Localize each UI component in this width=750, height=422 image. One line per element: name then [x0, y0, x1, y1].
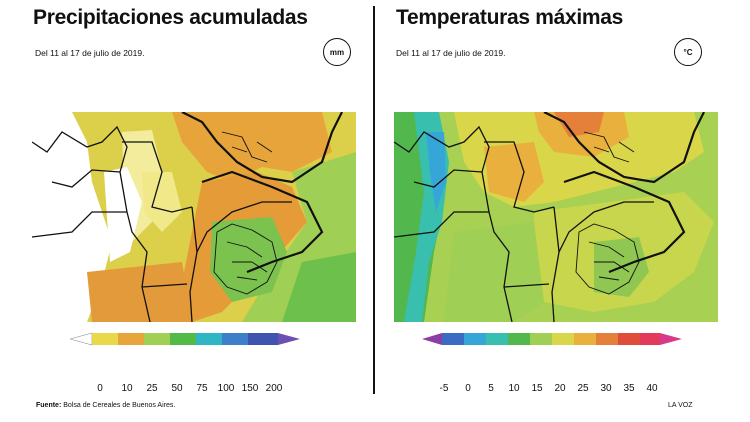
temperature-tick: 15 [531, 383, 543, 394]
temperature-tick: 35 [623, 383, 635, 394]
temperature-tick: 5 [488, 383, 494, 394]
temperature-date-range: Del 11 al 17 de julio de 2019. [396, 48, 506, 58]
precipitation-tick: 150 [241, 383, 259, 394]
temperature-map-graphic [394, 112, 718, 322]
temperature-scale-bar [422, 333, 682, 345]
temperature-map [394, 112, 718, 322]
source-text: Bolsa de Cereales de Buenos Aires. [63, 402, 176, 409]
precipitation-tick: 50 [171, 383, 183, 394]
precipitation-unit-badge: mm [323, 38, 351, 66]
precipitation-color-scale [70, 332, 300, 346]
temperature-tick: 0 [465, 383, 471, 394]
precipitation-tick: 75 [196, 383, 208, 394]
temperature-panel: Temperaturas máximas Del 11 al 17 de jul… [378, 0, 738, 400]
temperature-tick: -5 [439, 383, 449, 394]
temperature-tick: 10 [508, 383, 520, 394]
temperature-tick: 20 [554, 383, 566, 394]
source-label: Fuente: [36, 402, 62, 409]
precipitation-map-graphic [32, 112, 356, 322]
precipitation-scale-bar [70, 332, 300, 346]
precipitation-title: Precipitaciones acumuladas [33, 6, 308, 29]
precipitation-tick: 0 [97, 383, 103, 394]
temperature-color-scale [422, 332, 682, 346]
precipitation-tick: 10 [121, 383, 133, 394]
temperature-title: Temperaturas máximas [396, 6, 624, 29]
source-note: Fuente: Bolsa de Cereales de Buenos Aire… [36, 402, 175, 409]
temperature-tick: 40 [646, 383, 658, 394]
temperature-tick: 25 [577, 383, 589, 394]
temperature-unit-badge: °C [674, 38, 702, 66]
precipitation-date-range: Del 11 al 17 de julio de 2019. [35, 48, 145, 58]
publisher-credit: LA VOZ [668, 402, 693, 409]
precipitation-panel: Precipitaciones acumuladas Del 11 al 17 … [0, 0, 360, 400]
precipitation-map [32, 112, 356, 322]
precipitation-tick: 100 [217, 383, 235, 394]
panel-divider [373, 6, 375, 394]
precipitation-tick: 200 [265, 383, 283, 394]
temperature-tick: 30 [600, 383, 612, 394]
precipitation-tick: 25 [146, 383, 158, 394]
